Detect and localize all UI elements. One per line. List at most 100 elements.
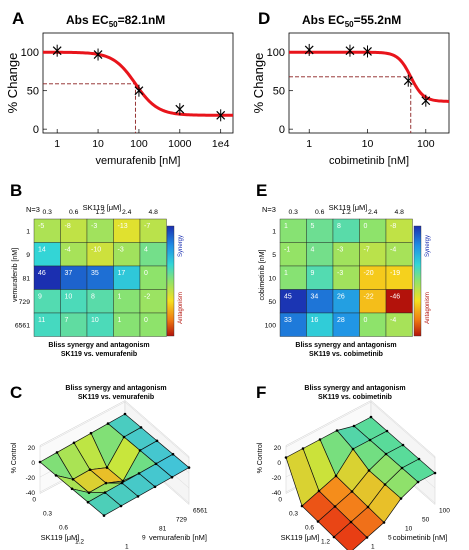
cell-value: -19: [390, 270, 400, 277]
cell-value: -20: [364, 270, 374, 277]
surface-node: [71, 478, 75, 481]
column-label: 0.3: [289, 209, 299, 216]
x-tick-label: 1: [306, 138, 312, 150]
cell-value: 7: [65, 317, 69, 324]
cell-value: -7: [144, 223, 150, 230]
surface-node: [87, 491, 91, 495]
heatmap-cell: -8: [385, 218, 413, 243]
surface-node: [55, 451, 59, 454]
surface-node: [335, 429, 339, 432]
surface-node: [119, 504, 123, 508]
caption-line-1: Bliss synergy and antagonism: [48, 342, 149, 349]
panel-title: Abs EC50=82.1nM: [66, 13, 165, 29]
panel-letter: B: [10, 181, 22, 200]
y-tick-label: 1: [371, 544, 375, 550]
z-axis-title: % Control: [11, 442, 18, 473]
title-line-1: Bliss synergy and antagonism: [65, 385, 166, 392]
data-point: [52, 44, 62, 57]
surface-node: [170, 475, 174, 479]
heatmap-cell: 0: [139, 265, 167, 290]
surface-node: [106, 422, 110, 425]
cell-value: 11: [38, 317, 45, 324]
heatmap-cell: -19: [385, 265, 413, 290]
x-axis-title: SK119 [μM]: [41, 533, 80, 542]
x-axis-title: SK119 [μM]: [281, 533, 320, 542]
y-axis-title: cobimetinib [nM]: [393, 533, 448, 542]
data-point: [345, 44, 355, 57]
heatmap-cell: 34: [306, 289, 334, 314]
surface-node: [104, 481, 108, 485]
data-point: [403, 74, 413, 87]
cell-value: 5: [311, 223, 315, 230]
heatmap-cell: -13: [113, 218, 141, 243]
cell-value: -8: [390, 223, 396, 230]
panel-letter: E: [256, 181, 267, 200]
x-axis-title: vemurafenib [nM]: [96, 155, 181, 167]
row-label: 1: [272, 228, 276, 235]
heatmap-cell: 5: [306, 218, 334, 243]
surface-node: [301, 447, 305, 450]
x-tick-label: 100: [417, 138, 435, 150]
heatmap-cell: 9: [306, 265, 334, 290]
x-tick-label: 0: [278, 497, 282, 504]
cell-value: -22: [364, 294, 374, 301]
heatmap-cell: -4: [385, 242, 413, 267]
cell-value: 34: [311, 294, 319, 301]
column-label: 1.2: [96, 209, 106, 216]
panel-a: A Abs EC50=82.1nM 0 50 100 1 10 100 1000 1e4 vem…: [5, 9, 234, 167]
y-tick-label: 0: [33, 124, 39, 136]
z-tick-label: 0: [277, 460, 281, 467]
heatmap-cell: -5: [33, 218, 61, 243]
surface-plot-f: 200-20-40% Control00.30.61.22.4015105010…: [257, 399, 450, 550]
column-label: 0.6: [315, 209, 325, 216]
heatmap-cell: 8: [86, 289, 114, 314]
heatmap-cell: 14: [33, 242, 61, 267]
data-point: [421, 94, 431, 107]
surface-node: [317, 489, 321, 493]
cell-value: -46: [390, 294, 400, 301]
heatmap-cell: 10: [86, 312, 114, 337]
column-label: 4.8: [395, 209, 405, 216]
column-label: 2.4: [122, 209, 132, 216]
surface-node: [139, 426, 143, 429]
y-axis-title: % Change: [251, 53, 266, 114]
cell-value: 9: [38, 294, 42, 301]
surface-node: [102, 514, 106, 517]
x-tick-label: 1.2: [321, 539, 330, 546]
cell-value: 1: [284, 223, 288, 230]
x-tick-label: 1: [54, 138, 60, 150]
column-label: 0.3: [43, 209, 53, 216]
data-point: [134, 84, 144, 97]
panel-title: Abs EC50=55.2nM: [302, 13, 401, 29]
z-tick-label: -20: [272, 475, 282, 482]
heatmap-cell: -20: [359, 265, 387, 290]
cell-value: 4: [311, 247, 315, 254]
surface-node: [368, 438, 372, 442]
data-point: [175, 103, 185, 116]
cell-value: 1: [118, 294, 122, 301]
surface-node: [89, 431, 93, 435]
heatmap-cell: 0: [139, 312, 167, 337]
z-tick-label: -40: [26, 490, 36, 497]
cell-value: 1: [284, 270, 288, 277]
cell-value: -5: [38, 223, 44, 230]
surface-node: [38, 460, 42, 464]
cell-value: 14: [38, 247, 46, 254]
surface-node: [284, 456, 288, 459]
surface-node: [70, 487, 74, 491]
surface-node: [123, 412, 127, 416]
data-point: [216, 109, 226, 122]
y-tick-label: 100: [267, 47, 285, 59]
x-tick-label: 0.3: [43, 511, 52, 518]
heatmap-cell: 17: [113, 265, 141, 290]
heatmap-cell: -3: [86, 218, 114, 243]
heatmap-cell: -7: [359, 242, 387, 267]
z-axis-title: % Control: [257, 442, 264, 473]
surface-node: [138, 449, 142, 452]
y-tick-label: 9: [142, 535, 146, 542]
y-tick-label: 10: [405, 526, 413, 533]
column-axis-title: SK119 [μM]: [83, 203, 122, 212]
colorbar: [166, 225, 175, 337]
cell-value: -8: [65, 223, 71, 230]
